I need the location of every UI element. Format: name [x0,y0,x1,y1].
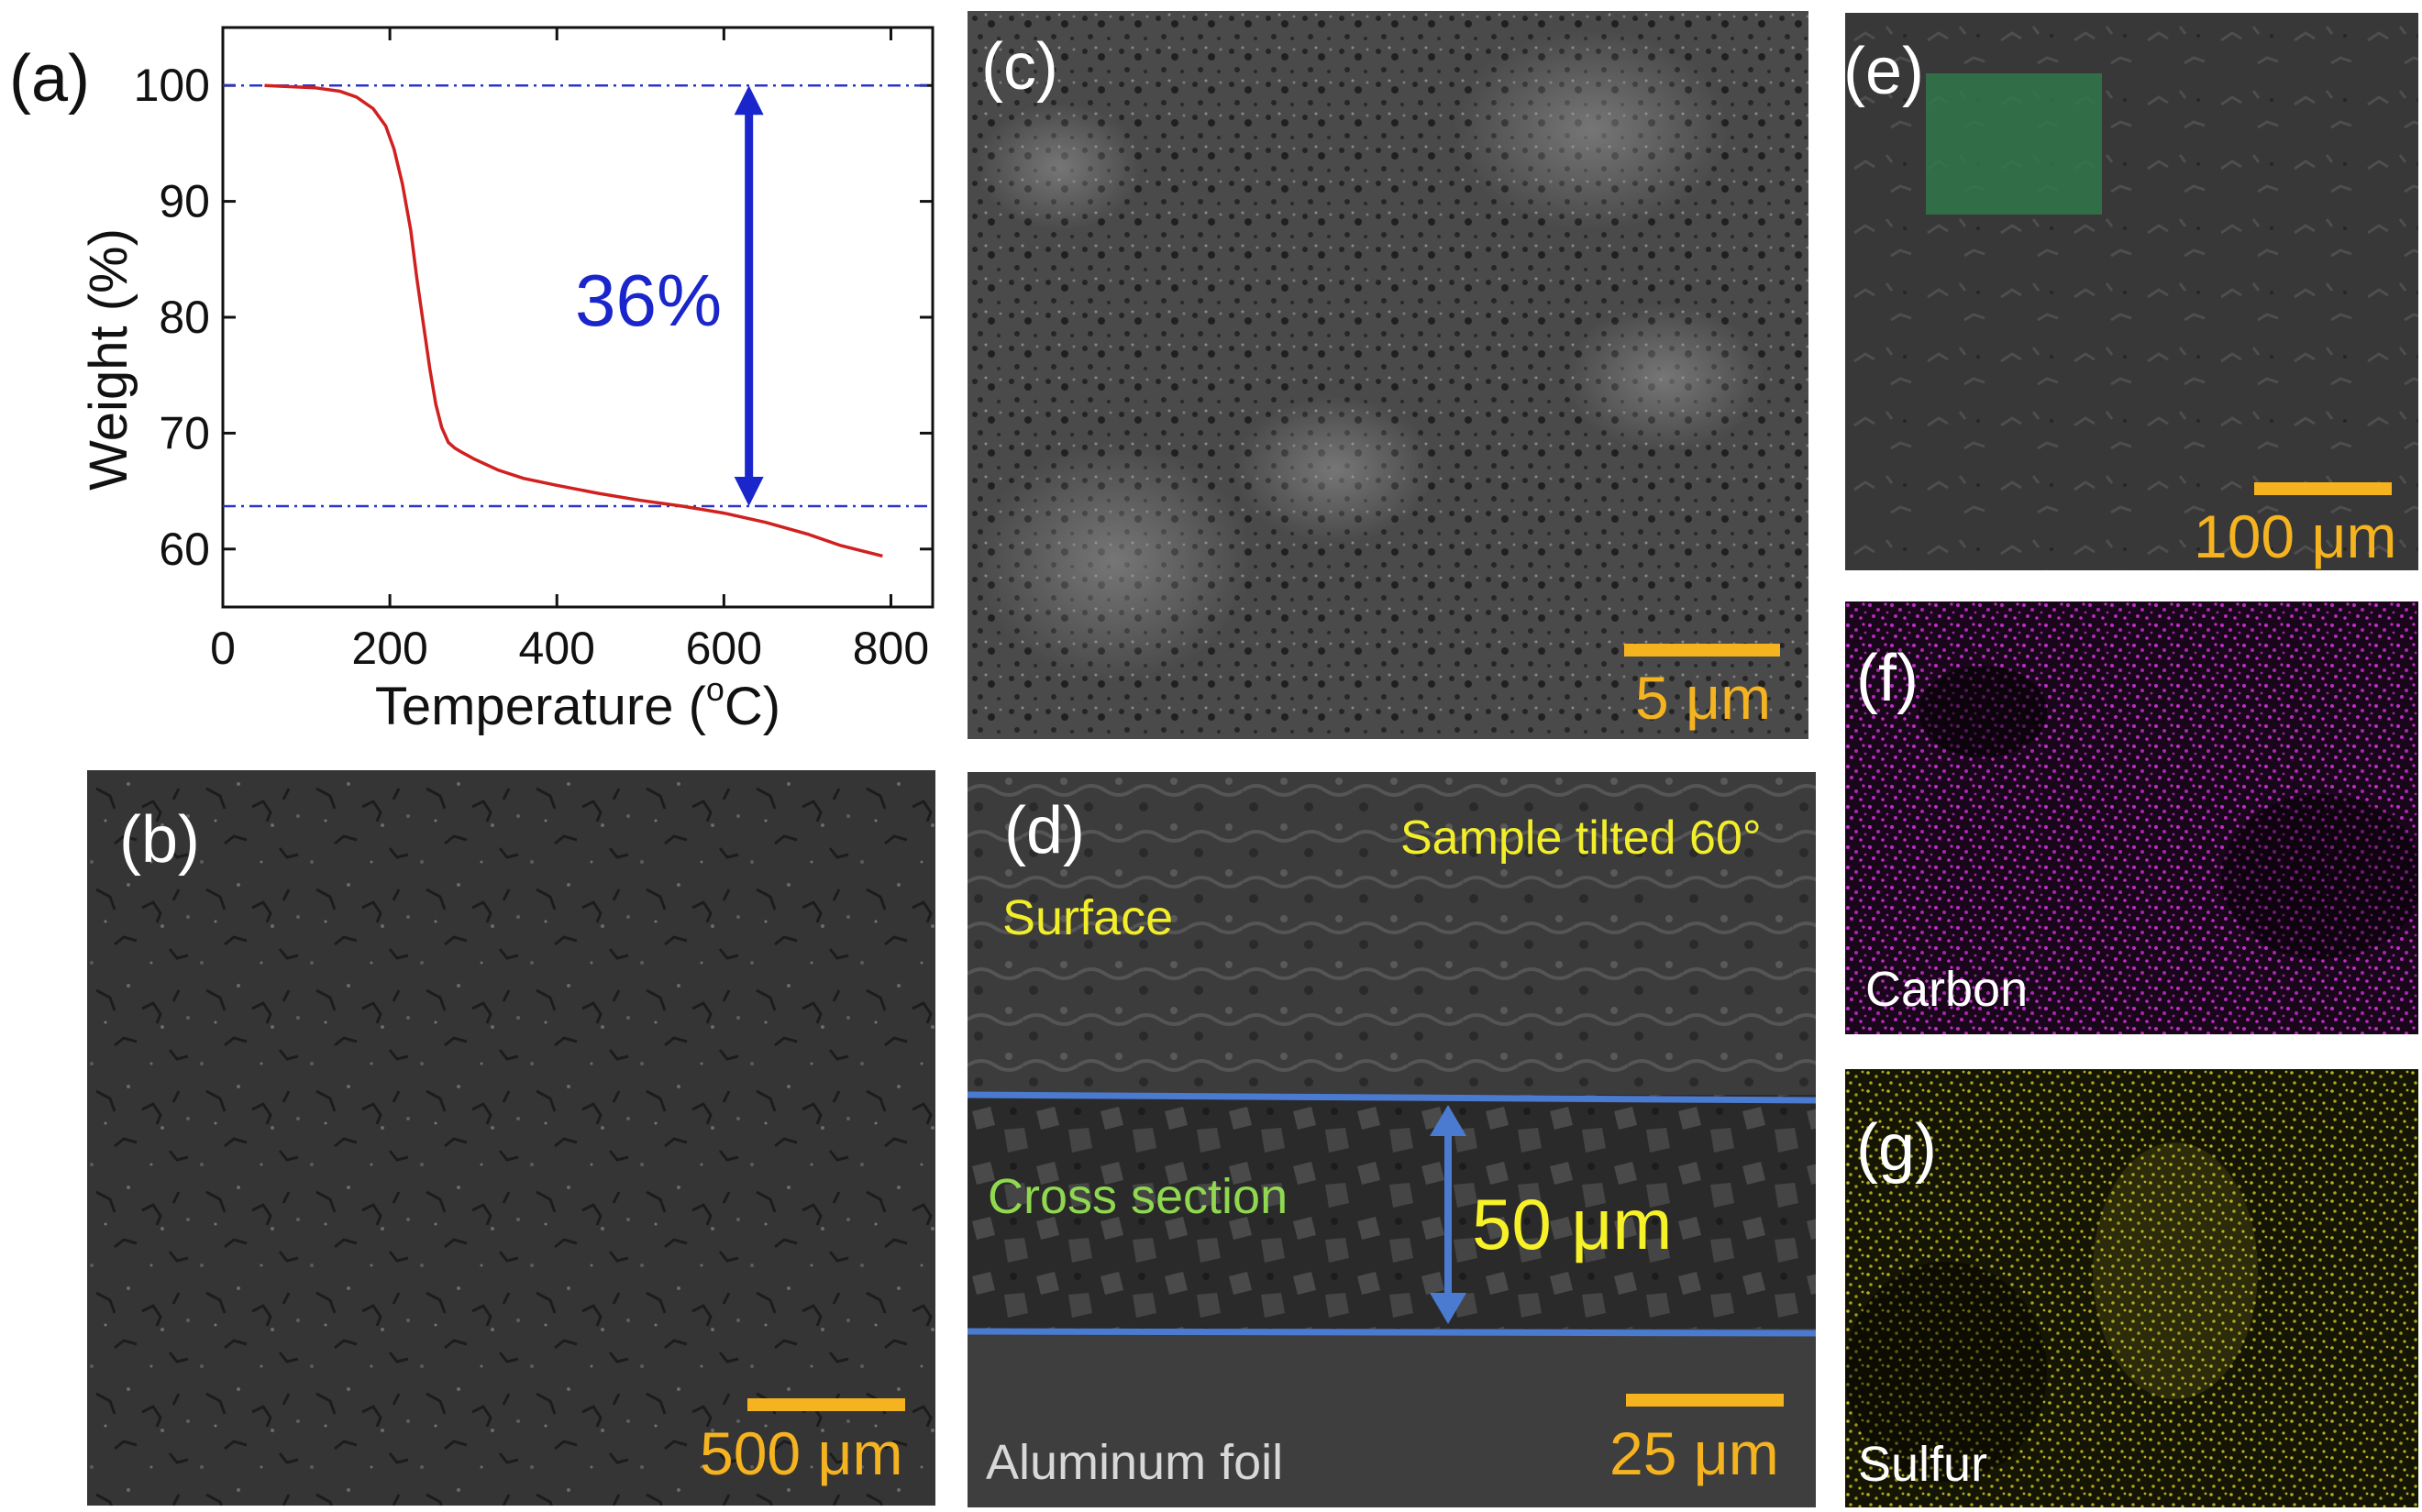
weight-loss-arrow-head-top [734,85,764,116]
cross-section-label: Cross section [988,1169,1288,1224]
surface-texture [1845,13,2418,570]
y-tick-label: 100 [134,60,210,111]
panel-d-label: (d) [1004,794,1085,867]
panel-c-sem-image: (c) 5 μm [968,11,1808,739]
tga-chart: (a) 0 200 400 600 800 60 70 80 90 100 36% Weight … [9,26,935,736]
panel-f-label: (f) [1856,642,1919,715]
panel-c-label: (c) [981,30,1058,104]
annotation-36-percent: 36% [575,259,722,341]
panel-b-scale-text: 500 μm [700,1419,903,1487]
sulfur-label: Sulfur [1858,1437,1988,1492]
tga-plot-area: 0 200 400 600 800 60 70 80 90 100 [134,26,935,674]
cross-section-top-line [968,1091,1816,1104]
panel-e-scale-text: 100 μm [2194,502,2397,570]
panel-d-scale-bar [1626,1394,1784,1407]
x-axis-label: Temperature (oC) [375,670,780,736]
panel-g-label: (g) [1856,1111,1937,1185]
tilt-note: Sample tilted 60° [1400,811,1762,865]
x-tick-label: 800 [853,623,929,674]
weight-loss-arrow-head-bottom [734,477,764,507]
mapping-region-highlight [1926,73,2102,215]
sulfur-dot-map [1845,1069,2418,1507]
y-axis-label: Weight (%) [79,228,138,491]
panel-b-scale-bar [747,1398,905,1411]
panel-b-label: (b) [119,803,200,877]
cross-section-texture [968,772,1816,1507]
panel-e-label: (e) [1845,35,1924,108]
panel-d-scale-text: 25 μm [1609,1419,1779,1487]
panel-e-scale-bar [2254,482,2392,495]
panel-d-sem-cross-section: (d) Sample tilted 60° Surface Cross sect… [968,772,1816,1507]
carbon-dot-map [1845,601,2418,1034]
panel-a-label: (a) [9,42,90,116]
tga-curve [264,83,883,558]
panel-f-carbon-map: (f) Carbon [1845,601,2418,1034]
y-tick-label: 60 [159,524,210,575]
aluminum-foil-label: Aluminum foil [986,1435,1284,1490]
x-tick-label: 200 [351,623,427,674]
panel-c-scale-text: 5 μm [1635,664,1772,732]
panel-g-sulfur-map: (g) Sulfur [1845,1069,2418,1507]
x-tick-label: 0 [210,623,236,674]
y-tick-label: 80 [159,292,210,343]
y-tick-label: 70 [159,407,210,458]
x-tick-label: 600 [686,623,762,674]
x-tick-label: 400 [519,623,595,674]
cross-section-bottom-line [968,1328,1816,1337]
panel-e-sem-image: (e) 100 μm [1845,13,2418,570]
cracked-surface-texture [87,770,935,1506]
surface-label: Surface [1002,890,1174,945]
thickness-double-arrow [1430,1105,1466,1324]
carbon-label: Carbon [1865,962,2029,1017]
panel-b-sem-image: (b) 500 μm [87,770,935,1506]
porous-surface-texture [968,11,1808,739]
panel-c-scale-bar [1624,644,1780,657]
thickness-value: 50 μm [1472,1184,1673,1264]
y-tick-label: 90 [159,176,210,227]
